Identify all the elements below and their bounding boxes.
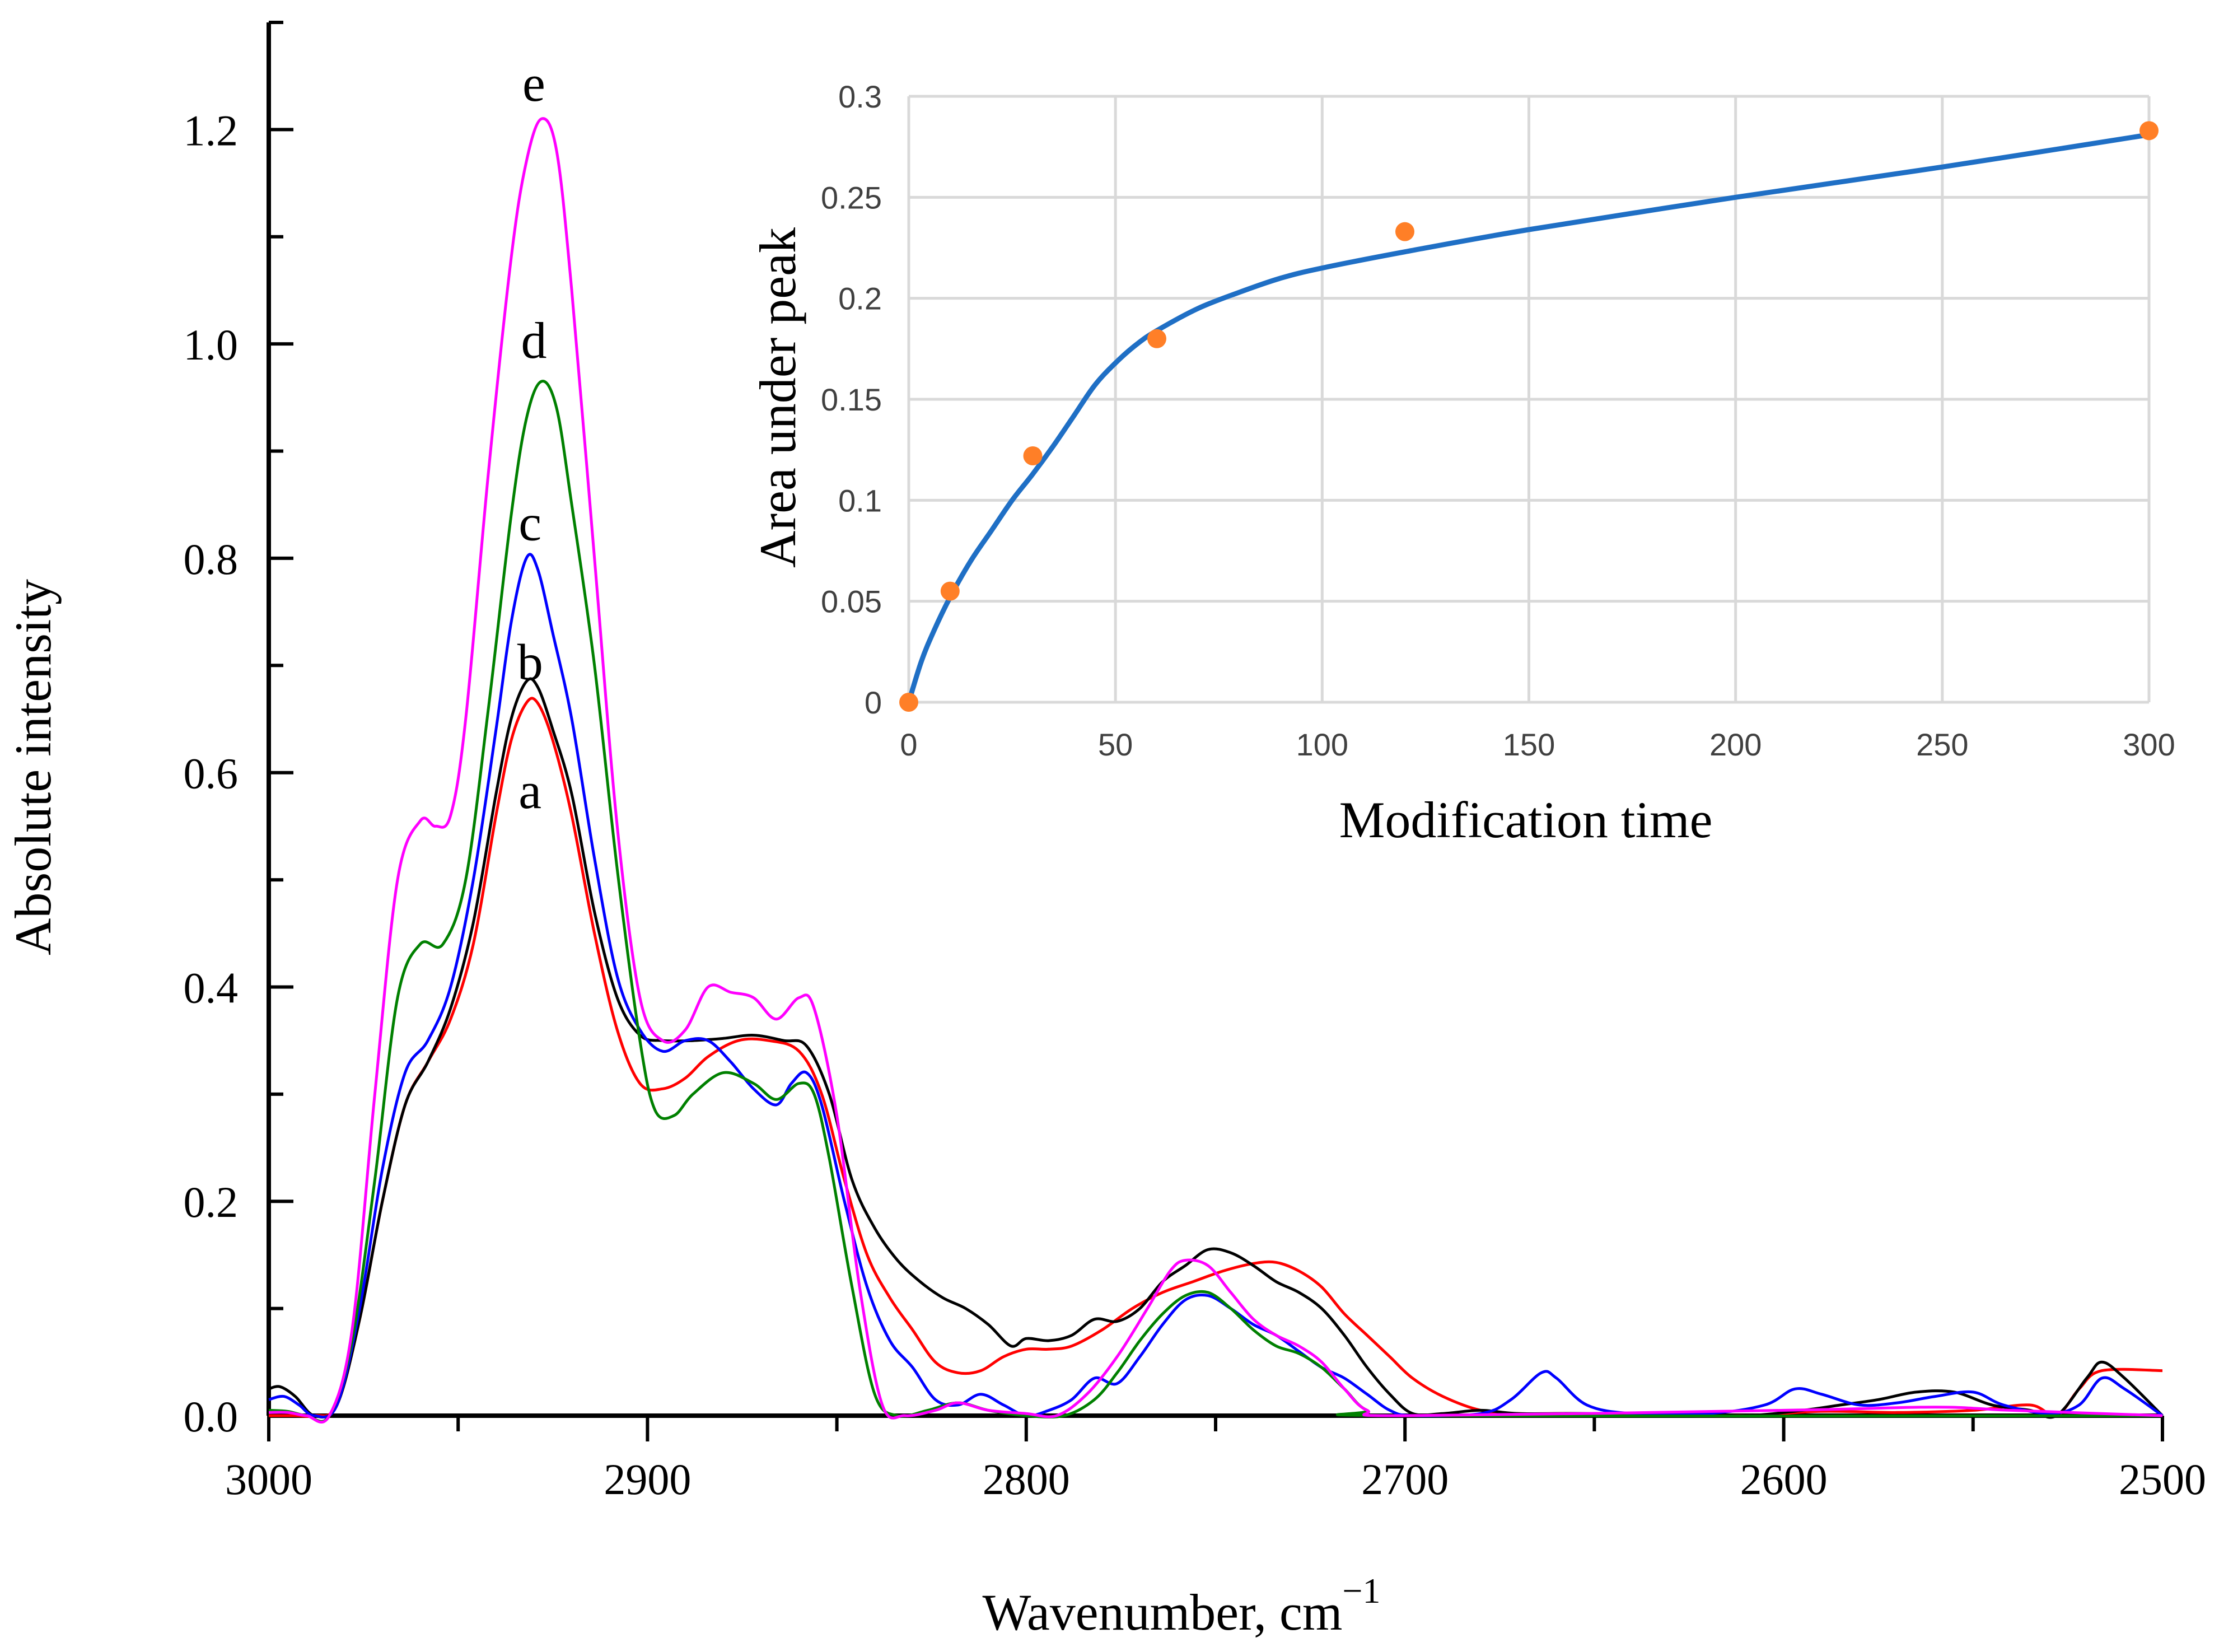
main-x-axis-label: Wavenumber, cm−1 [983, 1571, 1381, 1641]
peak-label-d: d [521, 312, 546, 369]
main-y-tick-label: 0.4 [184, 963, 239, 1012]
main-x-tick-label: 3000 [225, 1455, 312, 1504]
inset-data-point [1147, 329, 1166, 348]
main-labels: e d c b a [517, 55, 547, 819]
inset-data-point [940, 581, 960, 601]
peak-label-e: e [522, 55, 545, 112]
main-x-tick-label: 2600 [1740, 1455, 1828, 1504]
inset-x-tick-label: 150 [1503, 727, 1555, 762]
inset-y-tick-label: 0.05 [821, 584, 882, 619]
main-x-tick-label: 2700 [1361, 1455, 1449, 1504]
main-x-tick-label: 2800 [983, 1455, 1070, 1504]
peak-label-b: b [517, 633, 543, 690]
inset-y-tick-label: 0.25 [821, 180, 882, 215]
series-line-a [268, 697, 2163, 1418]
inset-x-axis-label: Modification time [1339, 791, 1713, 848]
peak-label-a: a [518, 762, 541, 819]
inset-data-point [2139, 121, 2159, 141]
inset-y-tick-label: 0 [865, 685, 882, 720]
inset-x-tick-label: 250 [1916, 727, 1968, 762]
inset-x-tick-label: 100 [1296, 727, 1348, 762]
inset-x-tick-label: 300 [2123, 727, 2175, 762]
main-series [268, 117, 2164, 1424]
inset-grid [907, 95, 2151, 704]
inset-x-tick-label: 0 [900, 727, 917, 762]
inset-data-point [1395, 222, 1414, 241]
inset-x-tick-label: 200 [1709, 727, 1762, 762]
inset-y-tick-label: 0.15 [821, 382, 882, 417]
series-line-e [268, 117, 2163, 1424]
inset-axes: 0 0.05 0.1 0.15 0.2 0.25 0.3 0 50 100 150 200 250 300 [821, 79, 2175, 762]
inset-y-axis-label: Area under peak [749, 227, 806, 568]
peak-label-c: c [518, 494, 541, 552]
series-line-d [268, 380, 2163, 1423]
series-line-c [268, 553, 2164, 1419]
inset-fit-curve [906, 132, 2152, 705]
main-y-tick-label: 1.2 [184, 106, 239, 155]
inset-y-tick-label: 0.2 [838, 281, 882, 316]
inset-data-point [899, 693, 918, 712]
main-y-tick-label: 0.0 [184, 1392, 239, 1441]
inset-y-tick-label: 0.3 [838, 79, 882, 114]
inset-y-tick-label: 0.1 [838, 483, 882, 518]
main-y-tick-label: 0.8 [184, 535, 239, 584]
main-x-axis-label-text: Wavenumber, cm [983, 1584, 1343, 1641]
main-y-tick-label: 0.6 [184, 749, 239, 798]
main-x-tick-label: 2900 [604, 1455, 691, 1504]
main-x-tick-label: 2500 [2119, 1455, 2206, 1504]
inset-x-tick-label: 50 [1098, 727, 1133, 762]
main-y-axis-label: Absolute intensity [4, 579, 62, 955]
inset-series [899, 121, 2159, 712]
series-line-b [268, 677, 2164, 1419]
main-y-tick-label: 1.0 [184, 320, 239, 369]
main-y-tick-label: 0.2 [184, 1178, 239, 1226]
main-x-axis-label-superscript: −1 [1342, 1571, 1380, 1611]
inset-data-point [1023, 446, 1043, 465]
